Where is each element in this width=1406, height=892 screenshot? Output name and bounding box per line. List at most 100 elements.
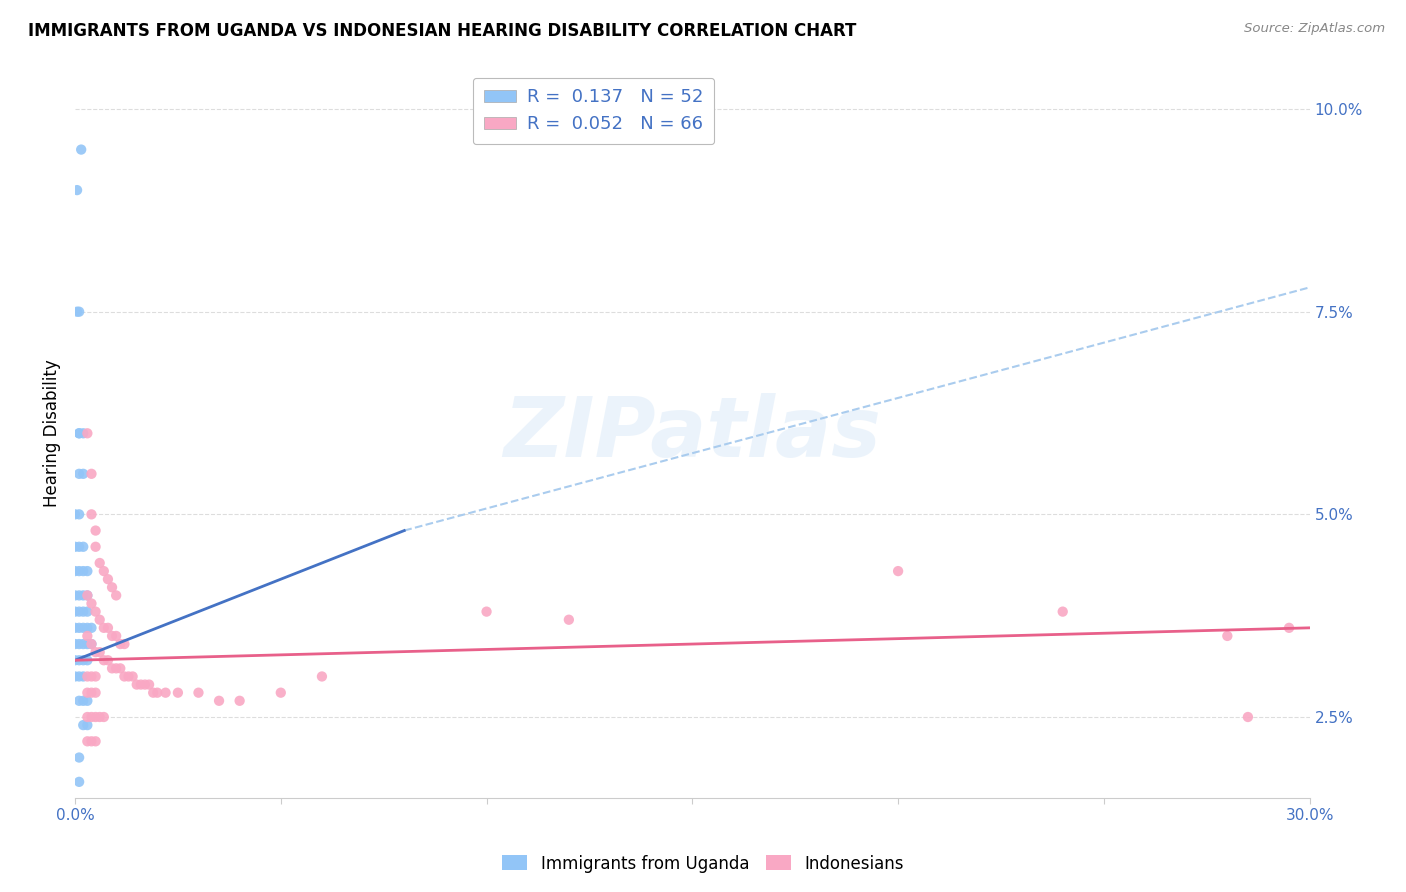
Point [66, 183, 89, 197]
Point [72, 564, 94, 578]
Point [138, 677, 160, 691]
Point [72, 621, 94, 635]
Point [93, 710, 115, 724]
Point [101, 661, 124, 675]
Point [76, 605, 98, 619]
Point [76, 621, 98, 635]
Point [72, 694, 94, 708]
Point [63, 564, 86, 578]
Point [93, 653, 115, 667]
Point [67, 637, 90, 651]
Point [67, 750, 90, 764]
Point [97, 621, 120, 635]
Point [72, 718, 94, 732]
Point [80, 597, 103, 611]
Point [80, 508, 103, 522]
Point [76, 564, 98, 578]
Point [80, 637, 103, 651]
Legend: R =  0.137   N = 52, R =  0.052   N = 66: R = 0.137 N = 52, R = 0.052 N = 66 [472, 78, 714, 145]
Point [84, 524, 107, 538]
Text: ZIPatlas: ZIPatlas [503, 392, 882, 474]
Point [76, 589, 98, 603]
Point [72, 669, 94, 683]
Point [63, 637, 86, 651]
Point [80, 734, 103, 748]
Point [76, 686, 98, 700]
Point [76, 629, 98, 643]
Point [89, 645, 111, 659]
Point [80, 637, 103, 651]
Point [67, 540, 90, 554]
Legend: Immigrants from Uganda, Indonesians: Immigrants from Uganda, Indonesians [496, 848, 910, 880]
Point [76, 669, 98, 683]
Point [76, 637, 98, 651]
Point [67, 304, 90, 318]
Point [112, 637, 135, 651]
Point [117, 669, 139, 683]
Point [105, 629, 128, 643]
Point [167, 686, 190, 700]
Point [93, 564, 115, 578]
Point [67, 426, 90, 441]
Point [67, 669, 90, 683]
Point [72, 605, 94, 619]
Point [63, 508, 86, 522]
Point [67, 694, 90, 708]
Point [63, 589, 86, 603]
Point [101, 629, 124, 643]
Point [125, 677, 148, 691]
Point [84, 710, 107, 724]
Point [887, 564, 910, 578]
Point [67, 564, 90, 578]
Point [67, 653, 90, 667]
Point [110, 661, 132, 675]
Point [89, 556, 111, 570]
Point [84, 645, 107, 659]
Point [93, 621, 115, 635]
Point [63, 669, 86, 683]
Point [146, 686, 169, 700]
Point [558, 613, 581, 627]
Point [70, 143, 93, 157]
Point [1237, 710, 1260, 724]
Point [84, 669, 107, 683]
Point [72, 637, 94, 651]
Point [80, 467, 103, 481]
Point [228, 694, 250, 708]
Point [80, 686, 103, 700]
Point [80, 621, 103, 635]
Point [76, 718, 98, 732]
Point [72, 467, 94, 481]
Point [112, 669, 135, 683]
Point [76, 653, 98, 667]
Point [72, 589, 94, 603]
Point [63, 621, 86, 635]
Point [121, 669, 143, 683]
Point [84, 540, 107, 554]
Point [66, 304, 89, 318]
Point [67, 467, 90, 481]
Point [1278, 621, 1301, 635]
Point [84, 605, 107, 619]
Y-axis label: Hearing Disability: Hearing Disability [44, 359, 60, 508]
Point [97, 572, 120, 586]
Point [89, 613, 111, 627]
Point [80, 669, 103, 683]
Point [63, 653, 86, 667]
Point [76, 589, 98, 603]
Point [67, 589, 90, 603]
Point [76, 694, 98, 708]
Point [134, 677, 156, 691]
Point [67, 621, 90, 635]
Point [105, 661, 128, 675]
Point [101, 580, 124, 594]
Point [89, 710, 111, 724]
Point [270, 686, 292, 700]
Point [155, 686, 177, 700]
Point [80, 710, 103, 724]
Point [72, 540, 94, 554]
Point [105, 589, 128, 603]
Point [1216, 629, 1239, 643]
Point [67, 775, 90, 789]
Point [67, 426, 90, 441]
